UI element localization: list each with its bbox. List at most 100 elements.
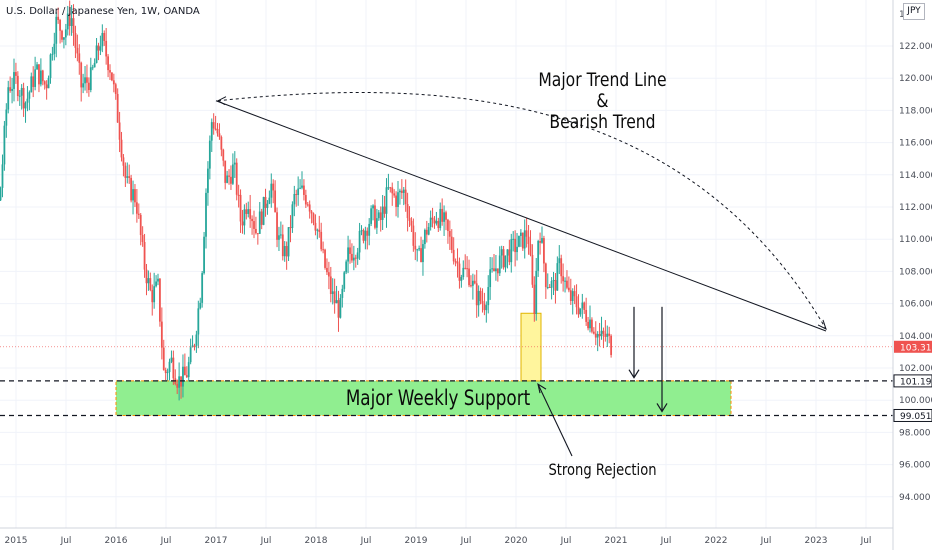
candle — [249, 194, 252, 228]
candle — [377, 209, 380, 221]
candle — [439, 202, 442, 231]
candle — [331, 278, 334, 305]
candle — [126, 162, 129, 184]
candle — [585, 297, 588, 326]
time-tick-label: 2019 — [405, 536, 428, 546]
candle — [423, 228, 426, 249]
candle — [450, 229, 453, 254]
candle — [176, 379, 179, 395]
candle — [308, 200, 311, 219]
price-tick-label: 110.000 — [899, 235, 932, 245]
candle — [170, 350, 173, 364]
candle — [389, 186, 392, 193]
currency-button[interactable]: JPY — [903, 3, 925, 20]
candle — [137, 203, 140, 219]
candlestick-series — [0, 0, 613, 401]
candle — [448, 220, 451, 250]
candle — [272, 179, 275, 204]
downward-arrows — [216, 96, 827, 457]
candle — [285, 241, 288, 270]
candle — [427, 222, 430, 236]
candle — [301, 171, 303, 190]
candle — [395, 191, 397, 217]
candle — [162, 339, 165, 371]
price-tick-label: 122.000 — [899, 42, 932, 52]
candle — [347, 235, 349, 274]
time-axis[interactable]: 2015 Jul 2016 Jul 2017 Jul 2018 Jul 2019 Jul 2020 J… — [0, 527, 893, 546]
time-tick-label: Jul — [860, 536, 872, 546]
candle — [447, 218, 449, 244]
candle — [385, 178, 388, 228]
candle — [70, 5, 73, 36]
candle — [20, 84, 23, 110]
candle — [445, 210, 447, 231]
candle — [251, 215, 253, 235]
candle — [279, 221, 282, 239]
candle — [122, 154, 125, 177]
price-tick-label: 98.000 — [899, 428, 931, 438]
candle — [393, 189, 396, 198]
candle — [182, 354, 184, 398]
candle — [207, 161, 209, 206]
candle — [544, 262, 547, 299]
price-axis[interactable]: 122.000 120.000 118.000 116.000 114.000 112.0… — [899, 10, 932, 503]
price-tick-label: 100.000 — [899, 396, 932, 406]
candle — [61, 29, 63, 43]
candle — [456, 248, 459, 278]
price-tick-label: 120.000 — [899, 74, 932, 84]
candle — [114, 82, 117, 100]
candle — [546, 273, 549, 290]
candle — [130, 174, 133, 203]
candle — [358, 222, 361, 260]
candle — [471, 273, 474, 300]
candle — [500, 245, 503, 269]
candle — [260, 208, 263, 230]
candle — [322, 241, 325, 254]
candle — [224, 160, 227, 190]
candle — [375, 208, 378, 234]
candle — [406, 192, 409, 232]
candle — [256, 232, 259, 245]
candle — [502, 245, 505, 270]
candle — [387, 173, 390, 190]
candle — [134, 184, 136, 207]
candle — [45, 80, 48, 100]
candle — [552, 271, 555, 296]
candle — [11, 77, 13, 104]
candle — [7, 80, 10, 114]
time-tick-label: 2023 — [805, 536, 828, 546]
candle — [124, 162, 127, 187]
candle — [172, 350, 175, 385]
candle — [253, 210, 255, 239]
candle — [379, 206, 382, 232]
candle — [339, 294, 342, 319]
candle — [164, 367, 167, 381]
candle — [408, 206, 411, 227]
grid — [0, 0, 893, 528]
candle — [183, 353, 186, 376]
candle — [462, 260, 465, 280]
candle — [51, 46, 54, 61]
candle — [479, 287, 482, 305]
candle — [543, 235, 545, 273]
support-top-label: 101.199 — [900, 377, 932, 387]
candle — [416, 248, 419, 262]
candle — [510, 233, 513, 273]
candle — [314, 214, 317, 236]
candle — [105, 27, 108, 65]
candle — [287, 227, 290, 262]
candle — [598, 322, 601, 347]
candle — [299, 179, 301, 190]
candle — [97, 42, 100, 61]
candle — [203, 231, 205, 275]
candle — [268, 190, 271, 205]
candle — [53, 32, 56, 61]
candle — [435, 211, 438, 226]
candle — [381, 195, 384, 231]
candle — [55, 11, 58, 58]
candle — [72, 4, 75, 46]
candle — [276, 207, 278, 248]
candle — [508, 239, 511, 266]
candle — [304, 189, 307, 209]
